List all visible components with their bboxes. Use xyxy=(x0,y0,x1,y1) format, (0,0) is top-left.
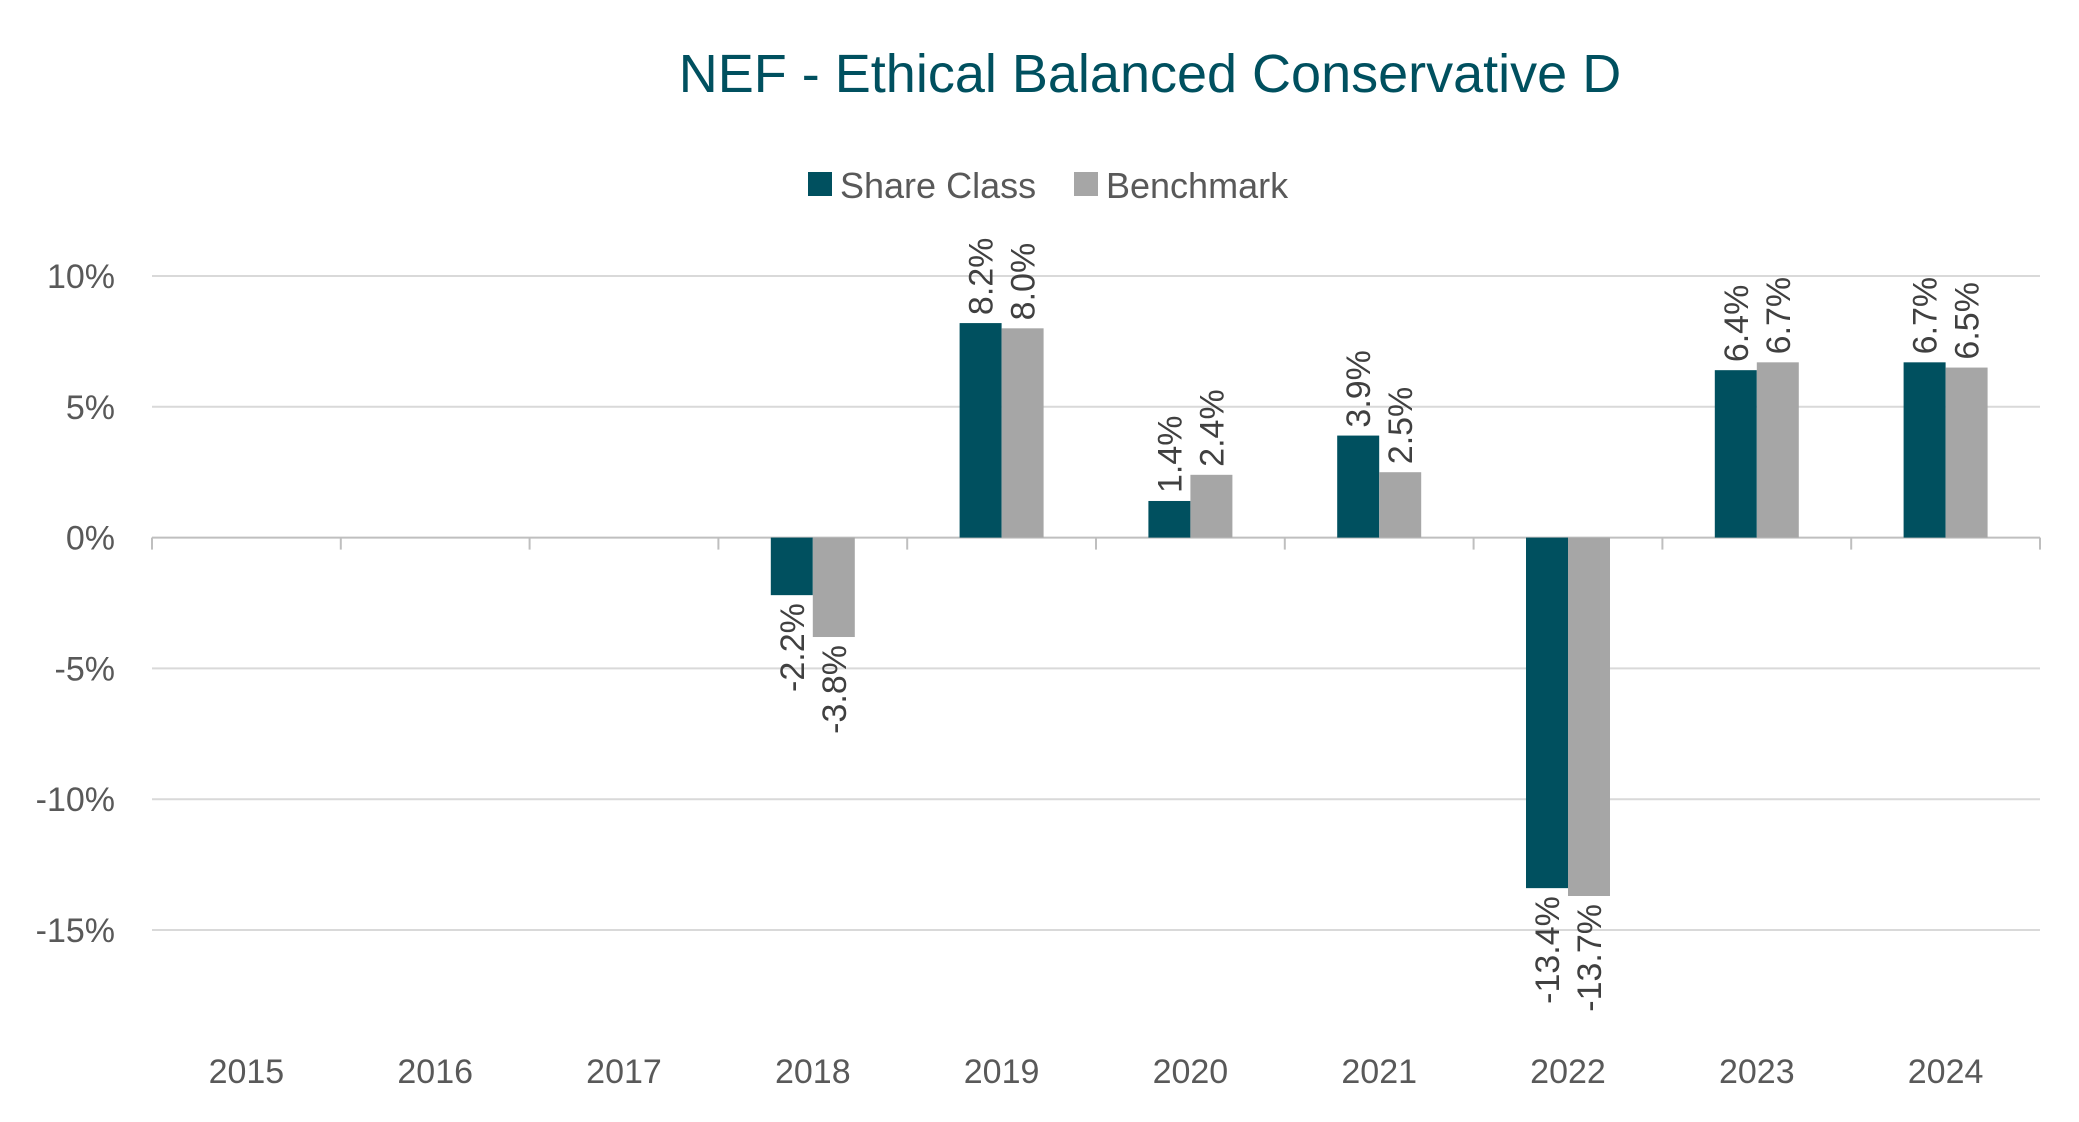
data-label-share-class-2018: -2.2% xyxy=(774,603,812,692)
data-label-share-class-2020: 1.4% xyxy=(1151,415,1189,493)
bar-share-class-2021[interactable] xyxy=(1337,435,1380,538)
x-tick-label: 2019 xyxy=(964,1053,1040,1091)
legend-label-share-class: Share Class xyxy=(840,165,1036,206)
legend-swatch-share-class xyxy=(808,172,832,196)
legend-label-benchmark: Benchmark xyxy=(1106,165,1289,206)
legend-swatch-benchmark xyxy=(1074,172,1098,196)
data-label-benchmark-2020: 2.4% xyxy=(1193,389,1231,467)
x-tick-label: 2016 xyxy=(397,1053,473,1091)
x-tick-label: 2020 xyxy=(1153,1053,1229,1091)
x-tick-label: 2015 xyxy=(209,1053,285,1091)
x-axis-tick-labels: 2015 2016 2017 2018 2019 2020 2021 2022 2023 2024 xyxy=(209,1053,1984,1091)
legend-item-benchmark[interactable]: Benchmark xyxy=(1074,165,1289,206)
bar-benchmark-2021[interactable] xyxy=(1379,472,1422,538)
bar-share-class-2023[interactable] xyxy=(1714,370,1757,538)
data-label-share-class-2022: -13.4% xyxy=(1529,896,1567,1004)
data-label-benchmark-2024: 6.5% xyxy=(1949,282,1987,360)
bar-share-class-2019[interactable] xyxy=(959,323,1002,538)
data-label-benchmark-2021: 2.5% xyxy=(1382,387,1420,465)
bar-share-class-2018[interactable] xyxy=(770,537,813,596)
x-tick-label: 2018 xyxy=(775,1053,851,1091)
bar-benchmark-2022[interactable] xyxy=(1568,537,1610,896)
y-tick-label: -10% xyxy=(36,781,115,819)
data-label-benchmark-2022: -13.7% xyxy=(1571,904,1609,1012)
data-label-benchmark-2019: 8.0% xyxy=(1005,243,1043,321)
bar-share-class-2020[interactable] xyxy=(1148,500,1191,538)
bar-benchmark-2024[interactable] xyxy=(1945,367,1988,538)
data-label-share-class-2021: 3.9% xyxy=(1340,350,1378,428)
y-tick-label: -15% xyxy=(36,912,115,950)
y-axis-tick-labels: 10% 5% 0% -5% -10% -15% xyxy=(36,258,115,950)
bar-benchmark-2019[interactable] xyxy=(1001,328,1044,538)
legend-item-share-class[interactable]: Share Class xyxy=(808,165,1036,206)
y-tick-label: 0% xyxy=(66,520,115,558)
data-labels: -2.2% -3.8% 8.2% 8.0% 1.4% 2.4% 3.9% 2.5% -13.4%… xyxy=(774,238,1987,1012)
data-label-share-class-2019: 8.2% xyxy=(963,238,1001,316)
x-axis xyxy=(151,536,2041,550)
bar-benchmark-2023[interactable] xyxy=(1756,362,1799,538)
legend: Share Class Benchmark xyxy=(808,165,1289,206)
x-tick-label: 2022 xyxy=(1530,1053,1606,1091)
y-tick-label: -5% xyxy=(55,650,115,688)
x-tick-label: 2021 xyxy=(1341,1053,1417,1091)
bar-benchmark-2020[interactable] xyxy=(1190,474,1233,538)
y-tick-label: 5% xyxy=(66,389,115,427)
chart-title: NEF - Ethical Balanced Conservative D xyxy=(679,44,1621,104)
data-label-share-class-2024: 6.7% xyxy=(1907,277,1945,355)
data-label-benchmark-2018: -3.8% xyxy=(816,645,854,734)
x-tick-label: 2017 xyxy=(586,1053,662,1091)
data-label-share-class-2023: 6.4% xyxy=(1718,285,1756,363)
bars xyxy=(770,323,1988,896)
x-tick-label: 2024 xyxy=(1908,1053,1984,1091)
x-tick-label: 2023 xyxy=(1719,1053,1795,1091)
bar-benchmark-2018[interactable] xyxy=(812,537,855,638)
data-label-benchmark-2023: 6.7% xyxy=(1760,277,1798,355)
y-tick-label: 10% xyxy=(47,258,115,296)
bar-share-class-2022[interactable] xyxy=(1526,537,1568,889)
bar-share-class-2024[interactable] xyxy=(1903,362,1946,538)
